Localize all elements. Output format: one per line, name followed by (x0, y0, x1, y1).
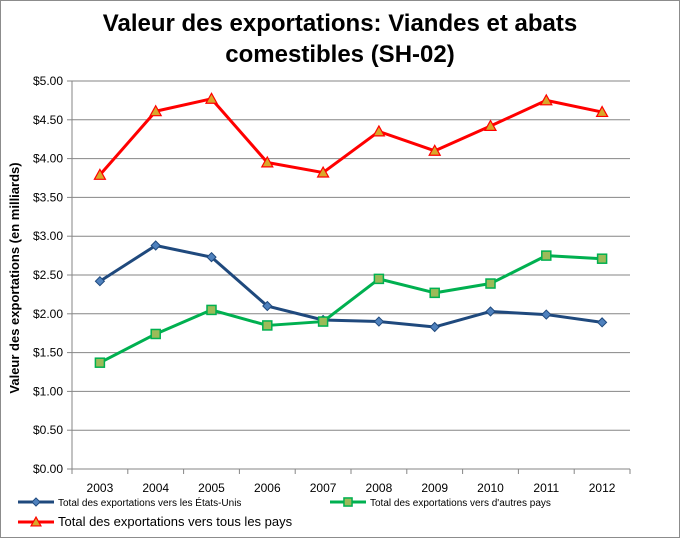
y-axis-label: Valeur des exportations (en milliards) (7, 162, 22, 393)
y-tick-label: $1.50 (33, 346, 63, 360)
x-tick-label: 2012 (589, 481, 616, 495)
x-tick-label: 2006 (254, 481, 281, 495)
data-point (316, 165, 330, 178)
x-tick-label: 2009 (421, 481, 448, 495)
x-tick-label: 2005 (198, 481, 225, 495)
series-line (98, 97, 603, 176)
x-tick-label: 2007 (310, 481, 337, 495)
series-2 (94, 250, 608, 368)
data-point (343, 497, 353, 507)
legend-item-3: Total des exportations vers tous les pay… (18, 514, 293, 529)
x-tick-label: 2011 (533, 481, 559, 495)
data-point (204, 92, 219, 104)
data-point (373, 273, 385, 285)
series-3 (93, 92, 609, 180)
data-point (317, 316, 329, 327)
legend-label: Total des exportations vers d'autres pay… (370, 498, 551, 509)
y-tick-label: $3.00 (33, 229, 63, 243)
gridlines (72, 80, 630, 470)
data-point (206, 251, 217, 263)
data-point (595, 105, 609, 118)
data-point (149, 104, 163, 117)
data-point (94, 357, 106, 368)
data-point (485, 278, 496, 289)
data-point (150, 240, 161, 251)
axes (67, 80, 631, 474)
data-point (429, 287, 440, 299)
series-1 (94, 240, 608, 333)
data-point (262, 300, 273, 312)
y-tick-label: $2.00 (33, 307, 63, 321)
data-point (94, 276, 106, 287)
data-point (596, 253, 608, 264)
y-tick-label: $0.50 (33, 423, 63, 437)
data-point (206, 304, 217, 316)
x-tick-label: 2010 (477, 481, 504, 495)
series-line (99, 244, 603, 329)
x-axis-tick-labels: 2003 2004 2005 2006 2007 2008 2009 2010 2011 2012 (87, 481, 616, 495)
data-point (150, 328, 161, 340)
data-point (428, 144, 442, 156)
data-point (262, 320, 273, 331)
y-tick-label: $5.00 (33, 74, 63, 88)
data-point (541, 309, 552, 320)
data-point (429, 321, 440, 333)
data-point (260, 155, 274, 168)
legend-label: Total des exportations vers les États-Un… (58, 496, 241, 509)
data-point (541, 250, 552, 261)
data-point (372, 124, 386, 137)
chart-title-line-1: Valeur des exportations: Viandes et abat… (102, 10, 578, 37)
y-tick-label: $1.00 (33, 384, 63, 398)
data-point (483, 119, 498, 132)
data-point (30, 515, 42, 527)
series-lines (93, 92, 609, 368)
y-tick-label: $0.00 (33, 462, 63, 476)
x-tick-label: 2003 (87, 481, 114, 495)
y-tick-label: $4.00 (33, 152, 63, 166)
legend: Total des exportations vers les États-Un… (18, 496, 551, 529)
y-tick-label: $2.50 (33, 268, 63, 282)
data-point (539, 93, 553, 106)
data-point (596, 317, 608, 328)
series-line (99, 254, 603, 365)
data-point (485, 306, 496, 317)
y-tick-label: $4.50 (33, 113, 63, 127)
x-tick-label: 2008 (366, 481, 393, 495)
legend-item-2: Total des exportations vers d'autres pay… (330, 497, 551, 509)
data-point (31, 497, 41, 507)
legend-label: Total des exportations vers tous les pay… (58, 514, 293, 529)
chart-title-line-2: comestibles (SH-02) (225, 41, 455, 68)
data-point (93, 168, 107, 180)
x-tick-label: 2004 (142, 481, 169, 495)
y-axis-tick-labels: $0.00 $0.50 $1.00 $1.50 $2.00 $2.50 $3.00 $3.50… (33, 74, 63, 476)
data-point (373, 316, 385, 327)
chart-title: Valeur des exportations: Viandes et abat… (0, 8, 680, 70)
legend-item-1: Total des exportations vers les États-Un… (18, 496, 241, 509)
y-tick-label: $3.50 (33, 190, 63, 204)
